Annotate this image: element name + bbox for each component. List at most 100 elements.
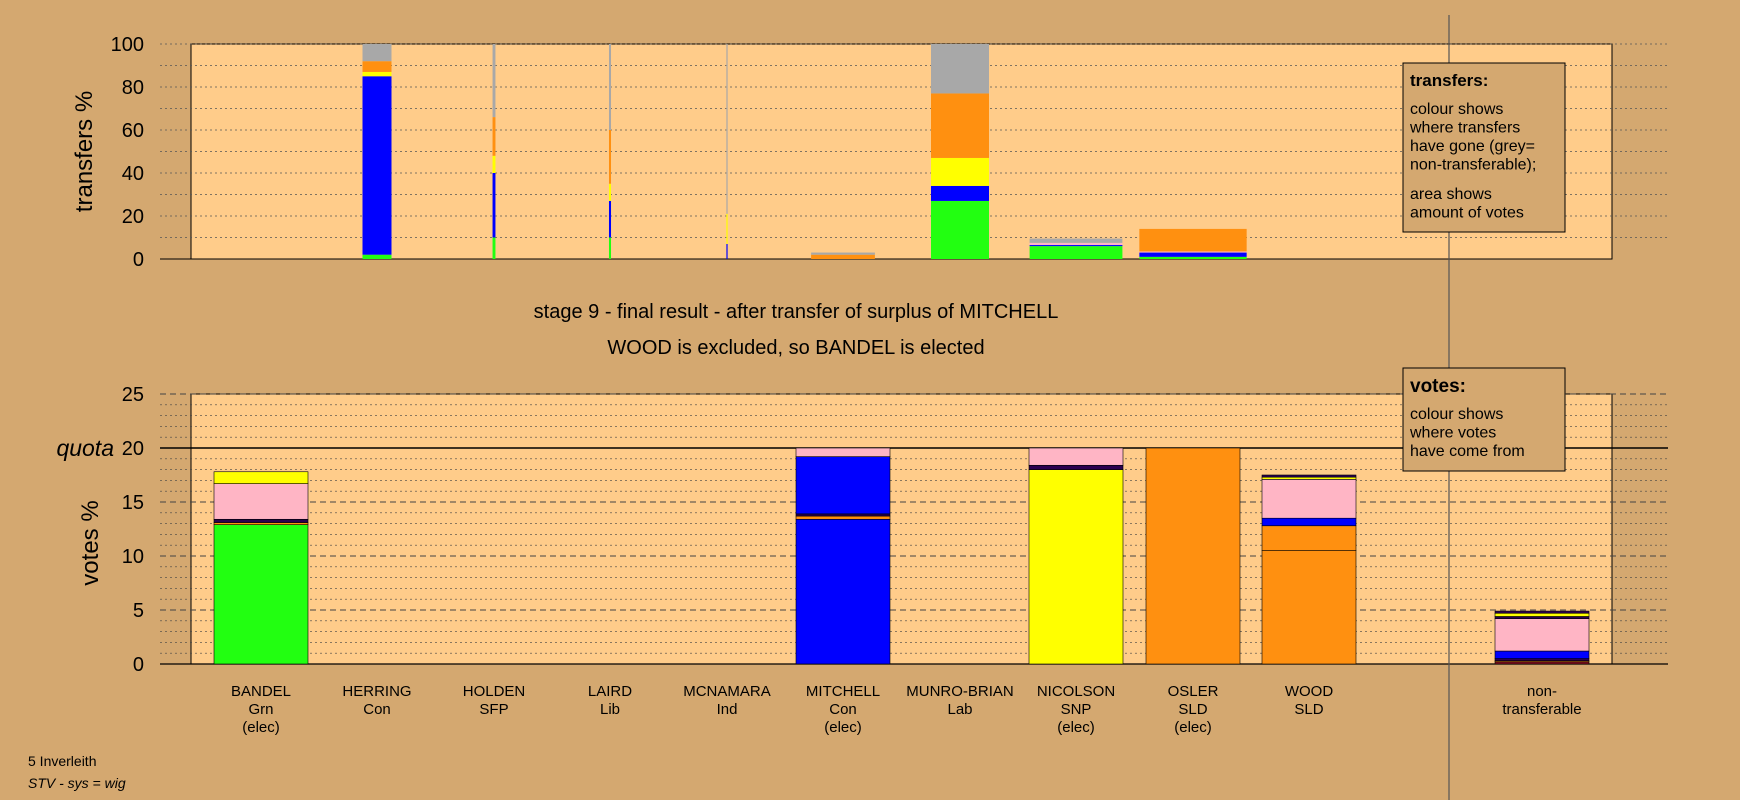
transfer-segment-con	[608, 200, 612, 238]
transfers-legend-box	[1402, 62, 1566, 233]
candidate-name-label: MCNAMARA	[683, 683, 771, 700]
transfer-segment-con	[362, 76, 392, 255]
transfer-segment-sld	[1139, 228, 1247, 252]
candidate-detail-label: SFP	[479, 701, 508, 718]
candidate-detail-label: Con	[363, 701, 391, 718]
transfer-segment-non	[492, 44, 496, 118]
system-label: STV - sys = wig	[28, 775, 126, 791]
transfers-tick-label: 80	[122, 77, 144, 99]
transfers-legend-line: where transfers	[1409, 120, 1520, 137]
candidate-detail-label: SLD	[1294, 701, 1323, 718]
transfer-segment-grn	[931, 200, 989, 259]
vote-segment-other	[1261, 479, 1357, 519]
candidate-detail-label: Lab	[947, 701, 972, 718]
votes-tick-label: 15	[122, 492, 144, 514]
vote-segment-snp	[213, 471, 309, 484]
votes-legend-line: where votes	[1409, 425, 1496, 442]
candidate-name-label: MITCHELL	[806, 683, 880, 700]
candidate-name-label: HOLDEN	[463, 683, 526, 700]
transfer-segment-non	[931, 44, 989, 94]
vote-segment-lib	[213, 522, 309, 525]
transfers-legend-line: non-transferable);	[1410, 157, 1536, 174]
candidate-name-label: NICOLSON	[1037, 683, 1115, 700]
transfers-legend-line: colour shows	[1410, 101, 1503, 118]
transfers-legend-title: transfers:	[1410, 71, 1488, 90]
vote-segment-snp	[1494, 612, 1590, 617]
vote-segment-snp	[1028, 469, 1124, 665]
transfer-segment-non	[608, 44, 612, 130]
candidate-name-label: BANDEL	[231, 683, 291, 700]
votes-tick-label: 25	[122, 384, 144, 406]
vote-segment-other	[213, 483, 309, 520]
stage-subtitle: WOOD is excluded, so BANDEL is elected	[607, 337, 984, 359]
transfers-legend: transfers: colour shows where transfershav…	[1402, 62, 1566, 233]
vote-segment-lib	[795, 515, 891, 520]
votes-tick-label: 20	[122, 438, 144, 460]
vote-segment-sld	[1261, 525, 1357, 551]
candidate-detail-label: (elec)	[824, 719, 862, 736]
transfer-segment-grn	[608, 237, 612, 259]
candidate-detail-label: (elec)	[1174, 719, 1212, 736]
transfers-legend-line: amount of votes	[1410, 205, 1524, 222]
votes-legend-line: colour shows	[1410, 406, 1503, 423]
transfer-segment-snp	[492, 155, 496, 173]
transfer-segment-con	[726, 243, 728, 259]
transfers-tick-label: 100	[111, 34, 144, 56]
candidate-detail-label: transferable	[1502, 701, 1581, 718]
candidate-detail-label: Con	[829, 701, 857, 718]
transfer-segment-other	[1139, 251, 1247, 253]
transfer-segment-non	[362, 44, 392, 62]
vote-segment-other	[795, 447, 891, 457]
stage-title: stage 9 - final result - after transfer …	[534, 301, 1059, 323]
transfer-segment-sld	[811, 254, 875, 259]
candidate-detail-label: Ind	[717, 701, 738, 718]
votes-legend-title: votes:	[1410, 376, 1466, 397]
transfers-panel: 0 20 40 60 80 100 transfers %	[71, 34, 1668, 271]
transfers-tick-label: 20	[122, 206, 144, 228]
vote-segment-sfp	[795, 513, 891, 517]
candidate-name-label: OSLER	[1168, 683, 1219, 700]
transfer-segment-sld	[608, 130, 612, 184]
vote-segment-sfp	[1494, 610, 1590, 614]
candidate-name-label: HERRING	[342, 683, 411, 700]
vote-segment-other	[1494, 618, 1590, 652]
vote-segment-grn	[213, 524, 309, 665]
stage-titles: stage 9 - final result - after transfer …	[534, 301, 1059, 359]
transfer-segment-grn	[1029, 246, 1123, 259]
candidate-name-label: MUNRO-BRIAN	[906, 683, 1014, 700]
transfers-legend-line: have gone (grey=	[1410, 138, 1535, 155]
transfers-tick-label: 40	[122, 163, 144, 185]
vote-segment-sfp	[1028, 464, 1124, 470]
candidate-detail-label: SLD	[1178, 701, 1207, 718]
candidate-detail-label: Lib	[600, 701, 620, 718]
vote-segment-con	[1494, 650, 1590, 659]
transfer-segment-con	[931, 185, 989, 201]
transfer-segment-snp	[726, 213, 728, 244]
transfer-segment-grn	[1139, 256, 1247, 259]
vote-segment-con	[795, 456, 891, 515]
votes-legend-line: have come from	[1410, 443, 1525, 460]
vote-segment-sfp	[213, 518, 309, 523]
transfer-segment-grn	[362, 254, 392, 259]
transfer-segment-other	[1029, 242, 1123, 246]
vote-segment-sfp	[1494, 616, 1590, 619]
vote-segment-ind	[1494, 661, 1590, 665]
transfer-segment-sld	[362, 61, 392, 72]
quota-label: quota	[56, 435, 114, 461]
votes-tick-label: 10	[122, 546, 144, 568]
candidate-detail-label: (elec)	[242, 719, 280, 736]
votes-plot-area	[190, 393, 1613, 665]
transfer-segment-snp	[362, 71, 392, 77]
votes-legend-box	[1402, 367, 1566, 472]
vote-segment-snp	[1261, 476, 1357, 480]
transfer-segment-con	[1029, 245, 1123, 247]
vote-segment-sfp	[1494, 658, 1590, 662]
candidate-detail-label: (elec)	[1057, 719, 1095, 736]
votes-tick-label: 0	[133, 654, 144, 676]
transfer-segment-non	[811, 252, 875, 255]
transfer-segment-sld	[492, 117, 496, 156]
candidate-name-label: WOOD	[1285, 683, 1333, 700]
transfer-segment-con	[492, 173, 496, 238]
